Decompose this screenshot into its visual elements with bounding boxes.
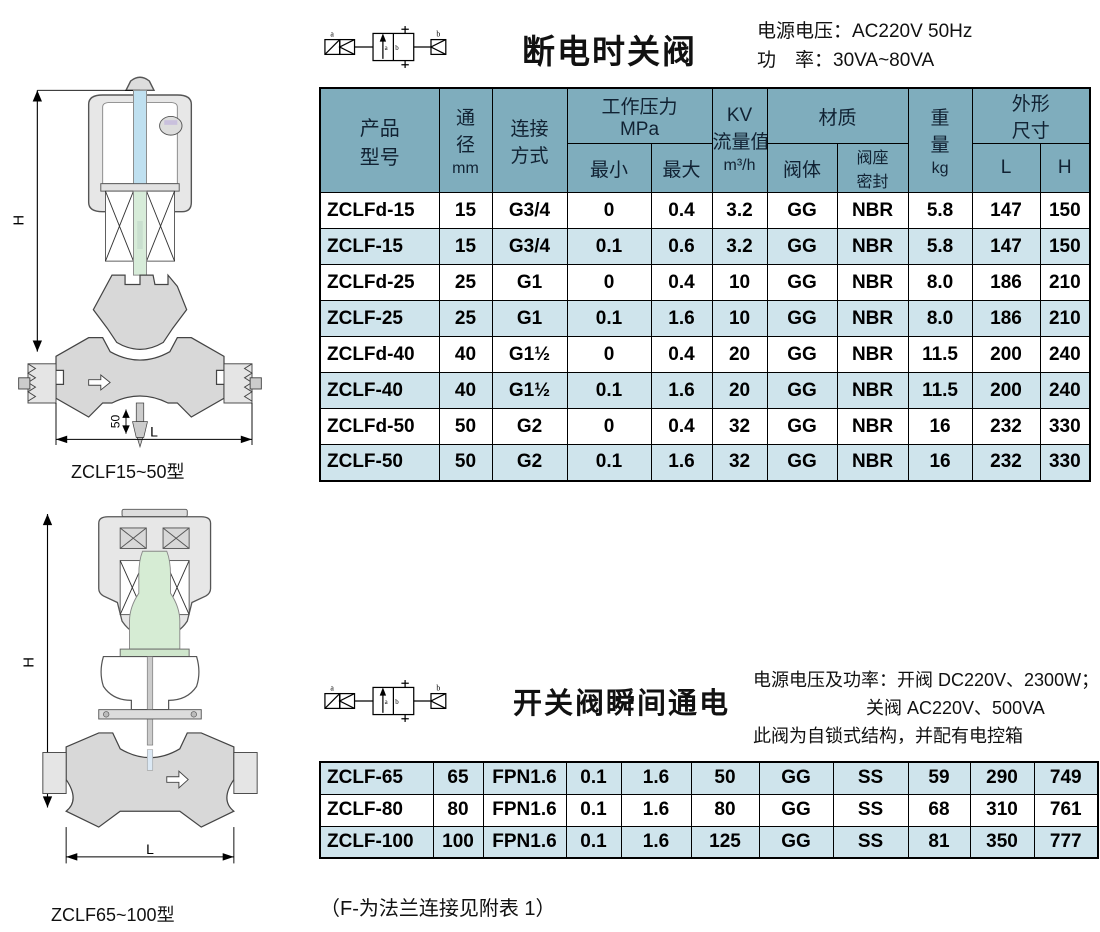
svg-text:H: H <box>10 215 27 226</box>
svg-text:a: a <box>330 683 334 692</box>
svg-text:50: 50 <box>108 414 122 428</box>
svg-text:a: a <box>330 29 334 38</box>
svg-text:b: b <box>395 45 399 52</box>
svg-text:L: L <box>146 841 154 857</box>
svg-text:b: b <box>395 699 399 706</box>
svg-text:L: L <box>150 424 158 440</box>
svg-text:a: a <box>385 699 388 706</box>
svg-text:b: b <box>436 683 440 692</box>
svg-text:b: b <box>436 29 440 38</box>
svg-text:a: a <box>385 45 388 52</box>
svg-text:H: H <box>22 657 38 668</box>
